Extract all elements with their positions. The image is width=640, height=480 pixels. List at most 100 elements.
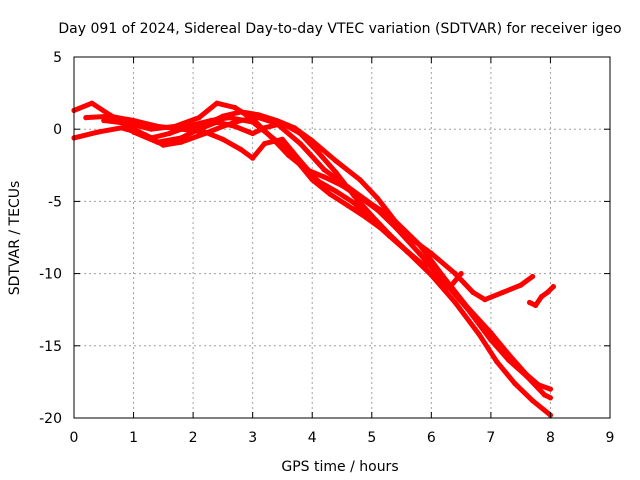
data-point-track-1: [166, 130, 172, 137]
x-tick-label: 2: [189, 430, 198, 446]
data-point-track-7: [538, 294, 545, 300]
data-point-track-4: [214, 100, 220, 106]
data-point-track-3: [83, 115, 89, 121]
y-tick-label: 0: [53, 122, 62, 138]
data-point-track-5: [333, 169, 339, 176]
data-point-track-4: [375, 207, 381, 213]
data-point-track-2: [119, 125, 125, 131]
data-point-track-7: [544, 289, 551, 295]
data-point-track-1: [345, 203, 351, 209]
grid-layer: [74, 57, 610, 418]
data-point-track-6: [250, 155, 256, 161]
x-tick-label: 5: [367, 430, 376, 446]
data-point-track-7: [527, 299, 533, 306]
data-point-track-4: [393, 224, 399, 230]
data-point-track-3: [256, 112, 262, 118]
data-point-track-5: [250, 130, 256, 137]
data-point-track-2: [482, 297, 488, 303]
data-point-track-7: [550, 284, 557, 290]
data-point-track-3: [488, 330, 494, 336]
y-tick-label: -15: [39, 339, 62, 355]
data-point-track-3: [547, 386, 554, 392]
data-point-track-3: [273, 117, 280, 124]
data-point-track-5: [512, 380, 518, 386]
data-point-track-5: [530, 398, 536, 404]
data-point-track-5: [452, 299, 458, 306]
plot-frame: [73, 56, 611, 419]
y-tick-label: -20: [39, 411, 62, 427]
y-tick-label: -5: [48, 194, 62, 210]
data-point-track-6: [315, 178, 321, 184]
data-point-track-5: [178, 135, 184, 141]
chart-title: Day 091 of 2024, Sidereal Day-to-day VTE…: [58, 21, 621, 37]
data-point-track-4: [250, 116, 256, 122]
data-point-track-4: [148, 126, 154, 132]
data-point-track-6: [422, 263, 428, 269]
data-point-track-5: [315, 149, 321, 155]
data-point-track-4: [416, 250, 422, 256]
data-point-track-4: [506, 357, 512, 363]
data-point-track-4: [524, 373, 530, 379]
data-point-track-4: [172, 123, 178, 129]
data-point-track-6: [404, 249, 411, 255]
data-point-track-5: [351, 193, 357, 199]
x-tick-label: 4: [308, 430, 317, 446]
data-point-track-2: [518, 282, 524, 288]
data-point-track-2: [321, 167, 327, 173]
data-point-track-1: [89, 100, 95, 106]
data-point-track-4: [541, 392, 548, 398]
data-point-track-4: [321, 174, 327, 180]
data-point-track-5: [214, 119, 220, 125]
data-point-track-5: [232, 123, 238, 129]
series-line-track-2: [71, 115, 536, 303]
data-point-track-3: [416, 242, 422, 248]
data-point-track-2: [452, 271, 458, 277]
data-point-track-2: [238, 117, 244, 124]
data-point-track-4: [285, 152, 291, 158]
data-point-track-4: [440, 278, 446, 284]
x-tick-label: 7: [486, 430, 495, 446]
data-point-track-5: [494, 359, 500, 365]
data-point-track-5: [279, 120, 285, 126]
series-layer: [71, 100, 557, 418]
data-point-track-3: [375, 195, 381, 202]
series-line-track-4: [101, 100, 553, 401]
data-point-track-5: [476, 331, 482, 337]
data-point-track-4: [125, 120, 131, 126]
data-point-track-2: [297, 141, 303, 147]
data-point-track-3: [220, 113, 226, 119]
data-point-track-4: [464, 305, 470, 311]
data-point-track-5: [154, 139, 160, 145]
data-point-track-6: [178, 126, 184, 132]
x-tick-label: 1: [129, 430, 138, 446]
series-line-track-3: [83, 109, 553, 392]
y-axis-label: SDTVAR / TECUs: [7, 181, 23, 296]
data-point-track-2: [95, 129, 101, 135]
x-tick-label: 3: [248, 430, 257, 446]
data-point-track-4: [267, 133, 274, 139]
data-point-track-5: [131, 129, 137, 135]
data-point-track-6: [262, 141, 268, 147]
data-point-track-4: [101, 117, 107, 124]
data-point-track-2: [530, 273, 536, 280]
data-point-track-1: [327, 191, 333, 197]
data-point-track-3: [131, 117, 137, 124]
data-point-track-7: [533, 302, 539, 308]
data-point-track-6: [387, 233, 393, 239]
data-point-track-6: [220, 136, 226, 142]
y-tick-label: 5: [53, 50, 62, 66]
data-point-track-4: [547, 395, 554, 401]
x-tick-label: 0: [70, 430, 79, 446]
data-point-track-5: [428, 272, 434, 278]
x-tick-label: 8: [546, 430, 555, 446]
data-point-track-2: [500, 289, 506, 295]
y-tick-label: -10: [39, 267, 62, 283]
data-point-track-4: [196, 115, 202, 121]
data-point-track-6: [238, 146, 244, 152]
data-point-track-6: [369, 217, 375, 223]
data-point-track-6: [297, 158, 303, 164]
data-point-track-2: [470, 289, 476, 295]
data-point-track-3: [333, 158, 339, 164]
